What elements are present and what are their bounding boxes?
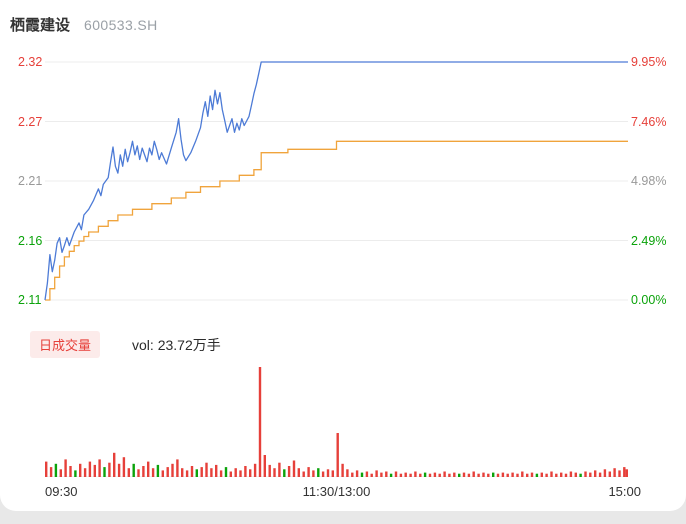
price-axis-label: 2.32: [18, 55, 43, 69]
price-axis-label: 2.21: [18, 174, 43, 188]
volume-chart[interactable]: [45, 365, 628, 477]
price-axis-label: 2.27: [18, 114, 43, 129]
volume-chart-svg: [45, 367, 628, 477]
price-chart-svg: [44, 61, 628, 301]
percent-axis-label: 7.46%: [631, 114, 667, 129]
stock-name: 栖霞建设: [10, 17, 71, 34]
x-axis: 09:30 11:30/13:00 15:00: [45, 484, 641, 500]
price-axis-label: 2.16: [18, 233, 43, 248]
percent-axis-label: 0.00%: [631, 293, 667, 307]
price-chart[interactable]: [44, 61, 628, 301]
x-tick-open: 09:30: [45, 484, 78, 499]
volume-tab[interactable]: 日成交量: [30, 331, 101, 358]
price-axis-label: 2.11: [18, 293, 42, 307]
header: 栖霞建设 600533.SH: [10, 14, 158, 35]
percent-axis-label: 4.98%: [631, 174, 667, 188]
y-axis-right: 9.95% 7.46% 4.98% 2.49% 0.00%: [631, 55, 681, 307]
percent-axis-label: 9.95%: [631, 55, 667, 69]
x-tick-close: 15:00: [608, 484, 641, 499]
stock-code: 600533.SH: [84, 17, 158, 33]
volume-value: vol: 23.72万手: [132, 336, 221, 353]
percent-axis-label: 2.49%: [631, 233, 667, 248]
y-axis-left: 2.32 2.27 2.21 2.16 2.11: [18, 55, 50, 307]
x-tick-midday: 11:30/13:00: [302, 484, 371, 499]
quote-card: 栖霞建设 600533.SH 2.32 2.27 2.21 2.16 2.11 9.95…: [0, 0, 686, 511]
volume-header: 日成交量 vol: 23.72万手: [30, 331, 221, 358]
